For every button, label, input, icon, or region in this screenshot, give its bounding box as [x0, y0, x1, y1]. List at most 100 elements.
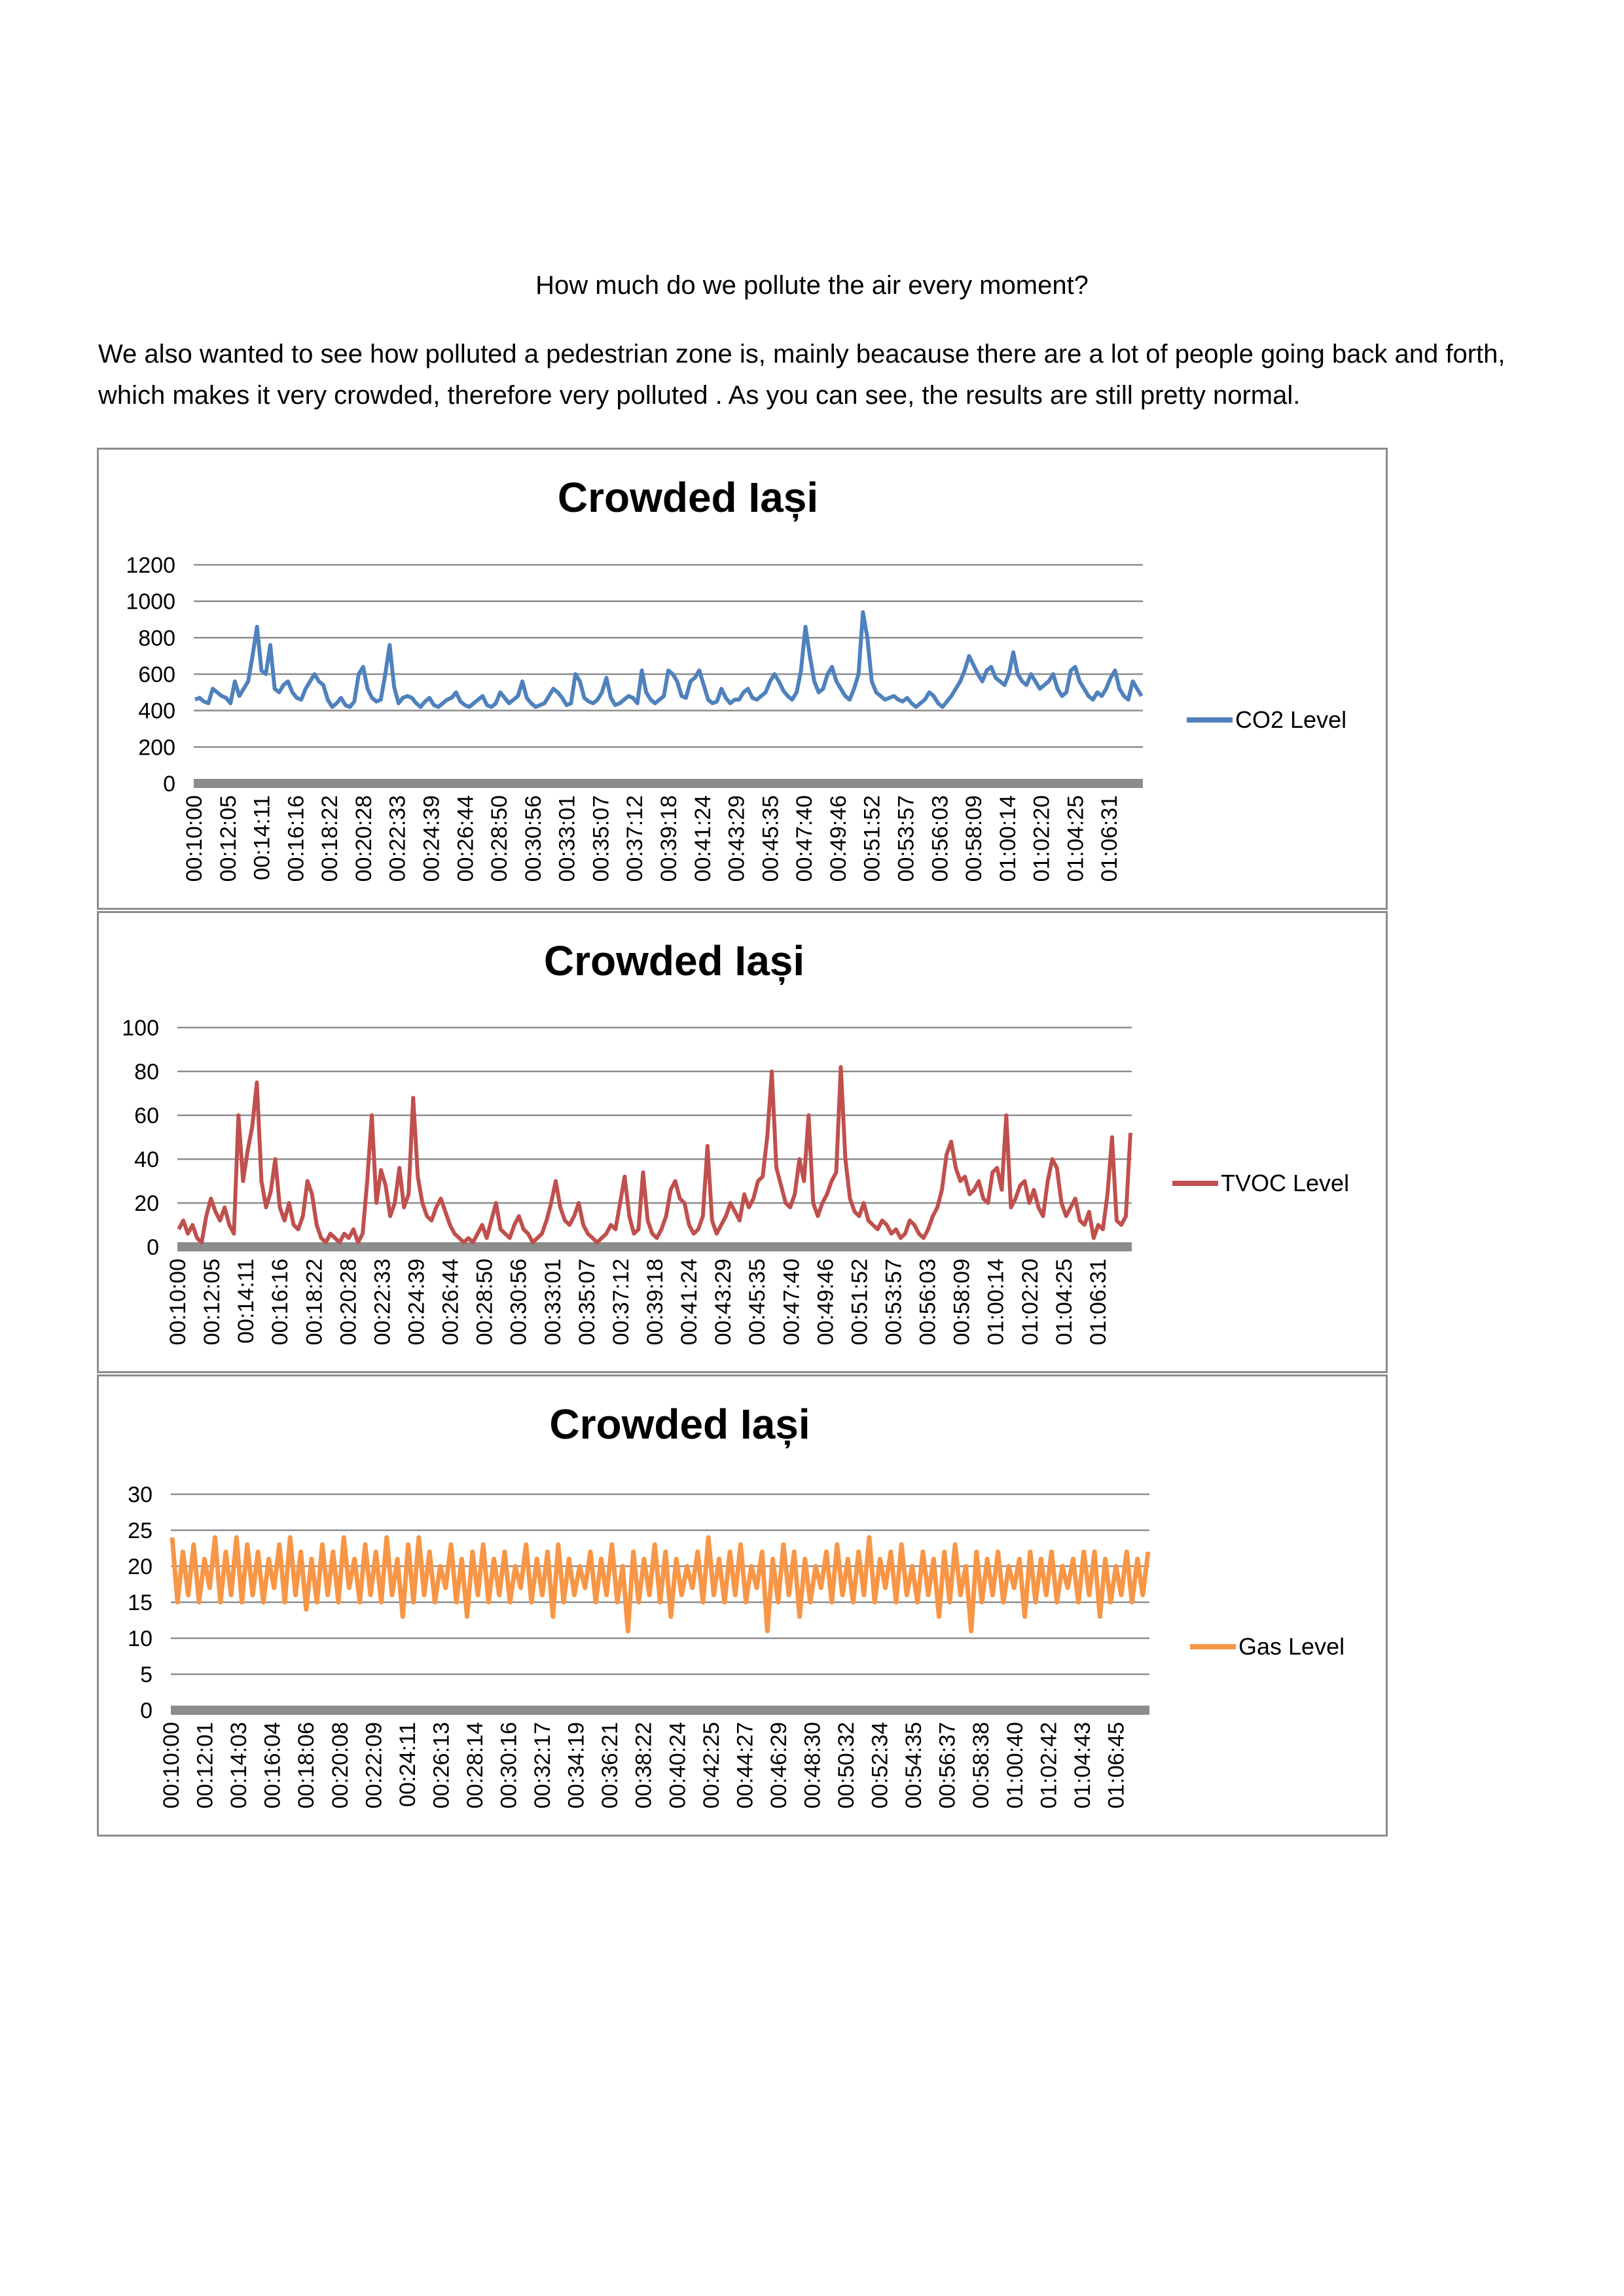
x-tick-label: 01:02:20 [1030, 795, 1055, 882]
y-tick-label: 0 [147, 1235, 159, 1260]
x-tick-label: 00:35:07 [575, 1259, 600, 1345]
x-tick-label: 00:14:11 [234, 1259, 259, 1344]
y-tick-label: 0 [163, 772, 175, 797]
x-tick-label: 01:00:40 [1003, 1722, 1028, 1808]
x-tick-label: 00:14:03 [226, 1722, 251, 1808]
x-tick-label: 00:24:11 [395, 1722, 420, 1807]
x-tick-label: 00:48:30 [800, 1722, 825, 1808]
series-line [170, 1535, 1151, 1634]
x-tick-label: 00:16:16 [268, 1259, 293, 1345]
x-tick-label: 00:36:21 [598, 1722, 623, 1808]
x-tick-label: 00:35:07 [588, 795, 613, 882]
x-tick-label: 00:22:09 [361, 1722, 386, 1808]
x-tick-label: 00:54:35 [901, 1722, 926, 1808]
x-tick-label: 00:52:34 [868, 1722, 893, 1808]
x-tick-label: 00:47:40 [779, 1259, 804, 1345]
series-line [194, 610, 1144, 709]
x-tick-label: 00:26:44 [439, 1259, 463, 1345]
x-tick-label: 00:58:09 [950, 1259, 975, 1345]
x-tick-label: 00:16:16 [283, 795, 308, 882]
y-tick-label: 5 [140, 1662, 153, 1687]
x-tick-label: 00:12:05 [216, 795, 241, 882]
y-tick-label: 80 [134, 1060, 159, 1085]
x-tick-label: 00:49:46 [813, 1259, 838, 1345]
y-tick-label: 25 [128, 1518, 153, 1543]
y-tick-label: 15 [128, 1590, 153, 1615]
x-tick-label: 00:40:24 [665, 1722, 690, 1808]
x-tick-label: 00:10:00 [182, 795, 207, 882]
x-tick-label: 00:32:17 [530, 1722, 555, 1808]
y-tick-label: 1200 [126, 553, 175, 578]
x-tick-label: 00:51:52 [847, 1259, 872, 1345]
x-tick-label: 00:56:03 [928, 795, 952, 882]
x-tick-label: 01:06:45 [1104, 1722, 1128, 1808]
y-tick-label: 30 [128, 1482, 153, 1507]
y-tick-label: 10 [128, 1626, 153, 1651]
y-tick-label: 1000 [126, 590, 175, 615]
x-tick-label: 00:30:16 [497, 1722, 522, 1808]
x-tick-label: 00:37:12 [609, 1259, 634, 1345]
x-tick-label: 00:10:00 [159, 1722, 184, 1808]
x-tick-label: 00:56:03 [916, 1259, 941, 1345]
y-tick-label: 20 [134, 1191, 159, 1216]
x-tick-label: 00:34:19 [564, 1722, 589, 1808]
x-tick-label: 00:45:35 [745, 1259, 770, 1345]
x-tick-label: 00:30:56 [507, 1259, 532, 1345]
intro-paragraph: We also wanted to see how polluted a ped… [98, 340, 1506, 410]
x-tick-label: 00:18:22 [302, 1259, 327, 1345]
x-tick-label: 00:46:29 [767, 1722, 791, 1808]
chart-title: Crowded Iași [549, 1401, 810, 1448]
y-tick-label: 600 [138, 662, 175, 687]
x-tick-label: 00:20:28 [352, 795, 376, 882]
x-tick-label: 00:39:18 [657, 795, 681, 882]
x-tick-label: 00:58:38 [969, 1722, 994, 1808]
x-tick-label: 00:24:39 [405, 1259, 429, 1345]
x-tick-label: 00:39:18 [643, 1259, 668, 1345]
x-tick-label: 00:53:57 [882, 1259, 907, 1345]
x-tick-label: 00:38:22 [632, 1722, 657, 1808]
tvoc-chart: Crowded Iași 0 20 40 60 80 100 00:10:00 00:12:05… [97, 911, 1388, 1373]
chart-svg: Crowded Iași 0 200 400 600 800 1000 1200 00:10:0… [126, 474, 1346, 882]
legend-label: Gas Level [1238, 1633, 1344, 1660]
x-tick-label: 00:22:33 [386, 795, 410, 882]
y-tick-label: 400 [138, 699, 175, 724]
x-tick-label: 00:20:08 [328, 1722, 353, 1808]
series-line [177, 1065, 1132, 1245]
page-heading: How much do we pollute the air every mom… [535, 271, 1089, 300]
x-tick-label: 01:04:25 [1063, 795, 1088, 882]
x-tick-label: 01:02:20 [1018, 1259, 1043, 1345]
x-tick-label: 00:43:29 [725, 795, 749, 882]
x-tick-label: 00:50:32 [834, 1722, 859, 1808]
co2-chart: Crowded Iași 0 200 400 600 800 1000 1200 00:10:0… [97, 448, 1388, 910]
x-tick-label: 00:43:29 [711, 1259, 736, 1345]
x-tick-label: 01:04:43 [1070, 1722, 1095, 1808]
x-tick-label: 00:58:09 [962, 795, 986, 882]
chart-svg: Crowded Iași 0 5 10 15 20 25 30 00:10:00 00:12:01… [128, 1401, 1344, 1808]
legend-label: TVOC Level [1221, 1170, 1349, 1196]
y-tick-label: 100 [122, 1016, 159, 1041]
x-tick-label: 00:49:46 [826, 795, 851, 882]
x-tick-label: 00:45:35 [758, 795, 783, 882]
x-tick-label: 00:41:24 [677, 1259, 702, 1345]
y-tick-label: 60 [134, 1103, 159, 1128]
x-tick-label: 00:18:22 [317, 795, 342, 882]
y-tick-label: 200 [138, 735, 175, 760]
x-tick-label: 00:20:28 [336, 1259, 361, 1345]
x-tick-label: 00:28:14 [463, 1722, 488, 1808]
y-tick-label: 40 [134, 1147, 159, 1172]
x-tick-label: 00:30:56 [521, 795, 546, 882]
x-tick-label: 00:42:25 [699, 1722, 724, 1808]
x-tick-label: 00:26:44 [453, 795, 478, 882]
x-tick-label: 01:06:31 [1097, 795, 1122, 882]
x-tick-label: 01:04:25 [1052, 1259, 1077, 1345]
x-tick-label: 00:41:24 [691, 795, 715, 882]
gas-chart: Crowded Iași 0 5 10 15 20 25 30 00:10:00 00:12:01… [97, 1374, 1388, 1837]
x-tick-label: 00:33:01 [555, 795, 580, 882]
chart-title: Crowded Iași [544, 937, 804, 985]
x-tick-label: 00:14:11 [250, 795, 275, 880]
x-tick-label: 00:56:37 [935, 1722, 960, 1808]
x-tick-label: 00:33:01 [541, 1259, 566, 1345]
x-tick-label: 00:26:13 [429, 1722, 454, 1808]
chart-title: Crowded Iași [558, 474, 818, 522]
x-tick-label: 00:16:04 [261, 1722, 285, 1808]
